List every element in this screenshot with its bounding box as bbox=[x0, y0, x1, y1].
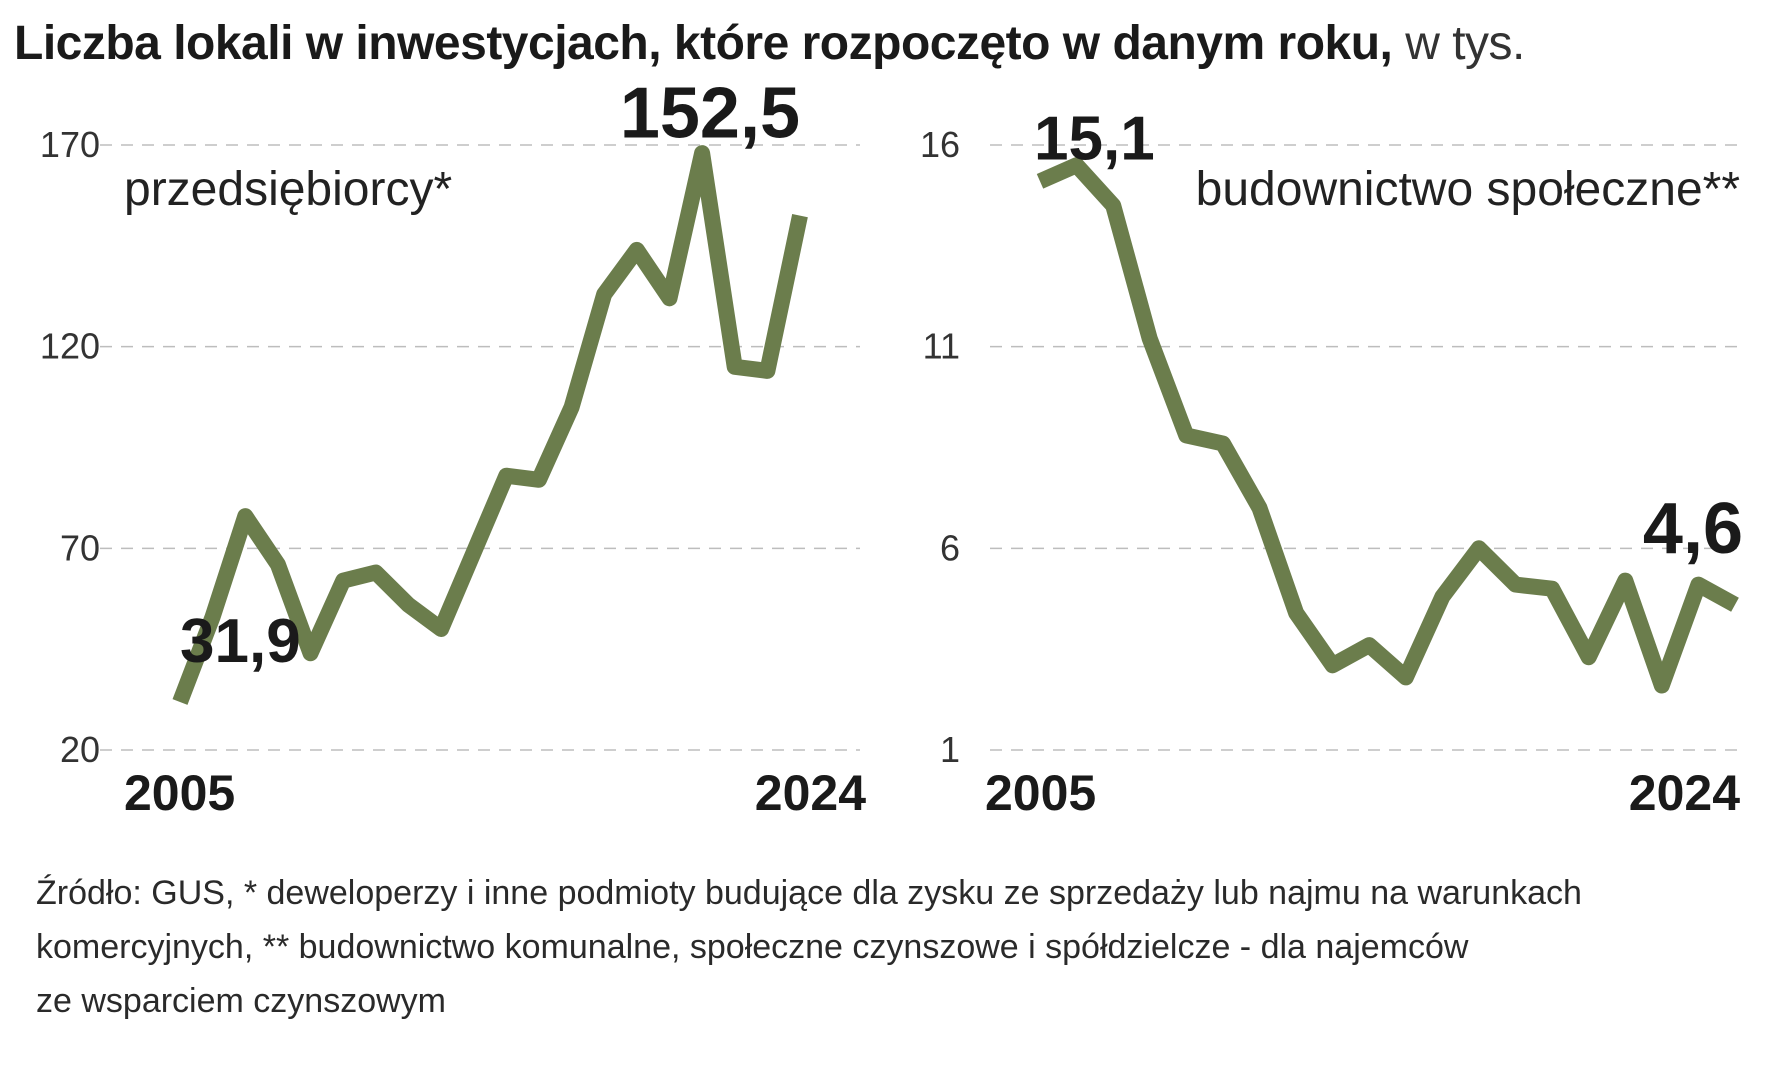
y-tick-label: 16 bbox=[920, 124, 960, 165]
y-tick-label: 11 bbox=[923, 326, 960, 367]
footnote-line: Źródło: GUS, * deweloperzy i inne podmio… bbox=[36, 874, 1582, 912]
y-tick-label: 6 bbox=[940, 527, 960, 568]
x-tick-label: 2005 bbox=[985, 765, 1096, 821]
chart-social-housing: 16 11 6 1 budownictwo społeczne** 15,1 4,6 2… bbox=[920, 104, 1743, 821]
y-tick-label: 20 bbox=[60, 729, 100, 770]
x-tick-label: 2024 bbox=[1629, 765, 1740, 821]
footnote-line: ze wsparciem czynszowym bbox=[36, 982, 446, 1020]
y-tick-label: 1 bbox=[940, 729, 960, 770]
source-footnote: Źródło: GUS, * deweloperzy i inne podmio… bbox=[36, 866, 1736, 1028]
x-tick-label: 2005 bbox=[124, 765, 235, 821]
chart-private-developers: 170 120 70 20 przedsiębiorcy* 31,9 152,5 200… bbox=[40, 74, 866, 821]
y-tick-label: 70 bbox=[60, 527, 100, 568]
title-unit: w tys. bbox=[1405, 17, 1525, 70]
title-main: Liczba lokali w inwestycjach, które rozp… bbox=[14, 17, 1393, 70]
footnote-line: komercyjnych, ** budownictwo komunalne, … bbox=[36, 928, 1469, 966]
data-label: 152,5 bbox=[620, 74, 800, 154]
x-tick-label: 2024 bbox=[755, 765, 866, 821]
series-label: przedsiębiorcy* bbox=[124, 163, 452, 216]
chart-title: Liczba lokali w inwestycjach, które rozp… bbox=[14, 14, 1525, 74]
series-line bbox=[172, 145, 808, 705]
series-line bbox=[1036, 157, 1739, 694]
y-tick-label: 120 bbox=[40, 326, 100, 367]
series-label: budownictwo społeczne** bbox=[1196, 163, 1740, 216]
y-tick-label: 170 bbox=[40, 124, 100, 165]
data-label: 4,6 bbox=[1643, 489, 1743, 569]
data-label: 15,1 bbox=[1034, 104, 1155, 173]
data-label: 31,9 bbox=[180, 607, 301, 676]
